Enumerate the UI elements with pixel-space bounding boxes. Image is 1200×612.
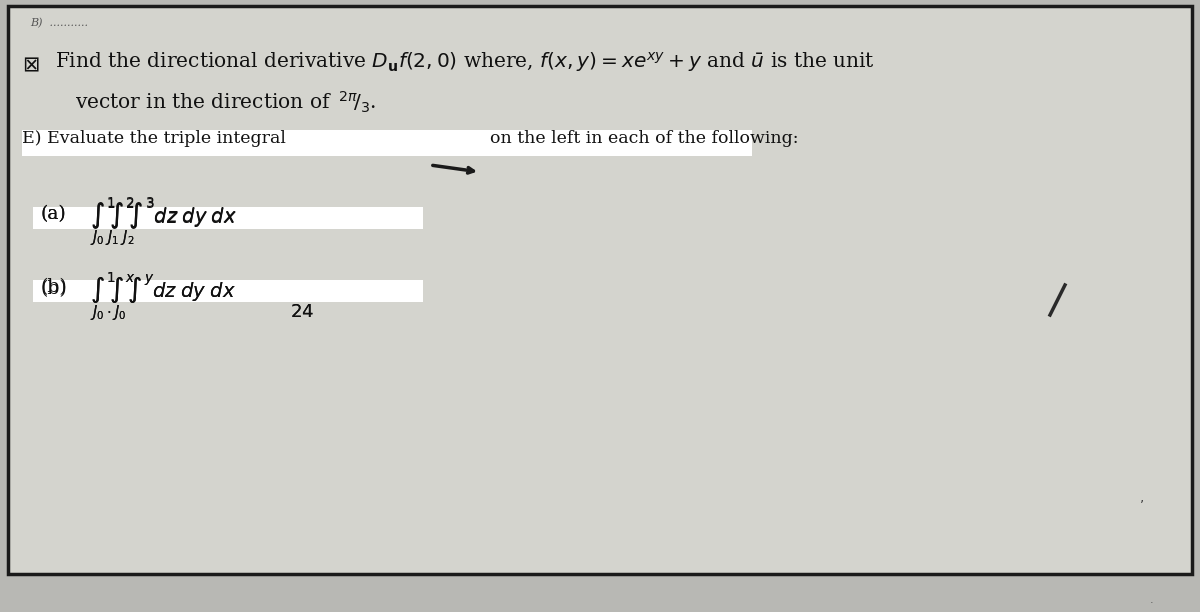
- Text: $\int^{1}\!\!\int^{2}\!\!\int^{3} dz\; dy\; dx$: $\int^{1}\!\!\int^{2}\!\!\int^{3} dz\; d…: [90, 196, 236, 232]
- Text: E) Evaluate the triple integral: E) Evaluate the triple integral: [22, 130, 286, 147]
- Text: ,: ,: [1140, 490, 1145, 504]
- Text: .: .: [1150, 595, 1153, 605]
- Text: vector in the direction of $\,^{2\pi}\!/_{3}$.: vector in the direction of $\,^{2\pi}\!/…: [74, 90, 376, 115]
- Text: Find the directional derivative $D_{\mathbf{u}}f(2,0)$ where, $f(x, y) = xe^{xy}: Find the directional derivative $D_{\mat…: [55, 50, 875, 74]
- Text: E) Evaluate the triple integral on the left in each of the following:: E) Evaluate the triple integral on the l…: [22, 130, 600, 147]
- Text: on the left in each of the following:: on the left in each of the following:: [490, 130, 798, 147]
- Text: $24$: $24$: [290, 303, 314, 321]
- Text: $\int^{1}\!\!\int^{2}\!\!\int^{3} dz\; dy\; dx$: $\int^{1}\!\!\int^{2}\!\!\int^{3} dz\; d…: [90, 195, 236, 231]
- Text: $J_0\cdot J_0$: $J_0\cdot J_0$: [90, 303, 126, 322]
- Bar: [34, 280, 424, 302]
- Text: $J_0\;J_1\;J_2$: $J_0\;J_1\;J_2$: [90, 228, 134, 247]
- Bar: [22, 130, 752, 156]
- Text: (b): (b): [40, 280, 67, 298]
- Bar: [34, 207, 424, 229]
- Text: $J_0\cdot J_0$: $J_0\cdot J_0$: [90, 303, 126, 322]
- Text: $\int^{1}\!\!\int^{x}\!\!\int^{y} dz\; dy\; dx$: $\int^{1}\!\!\int^{x}\!\!\int^{y} dz\; d…: [90, 270, 235, 306]
- Text: $\int^{1}\!\!\int^{x}\!\!\int^{y} dz\; dy\; dx$: $\int^{1}\!\!\int^{x}\!\!\int^{y} dz\; d…: [90, 270, 235, 306]
- Text: $\boxtimes$: $\boxtimes$: [22, 55, 40, 75]
- Text: $24$: $24$: [290, 303, 314, 321]
- Text: (a): (a): [40, 205, 66, 223]
- Text: $J_0\;J_1\;J_2$: $J_0\;J_1\;J_2$: [90, 228, 134, 247]
- Text: B)  ...........: B) ...........: [30, 18, 88, 28]
- Text: (a): (a): [40, 205, 66, 223]
- Text: (b): (b): [40, 278, 67, 296]
